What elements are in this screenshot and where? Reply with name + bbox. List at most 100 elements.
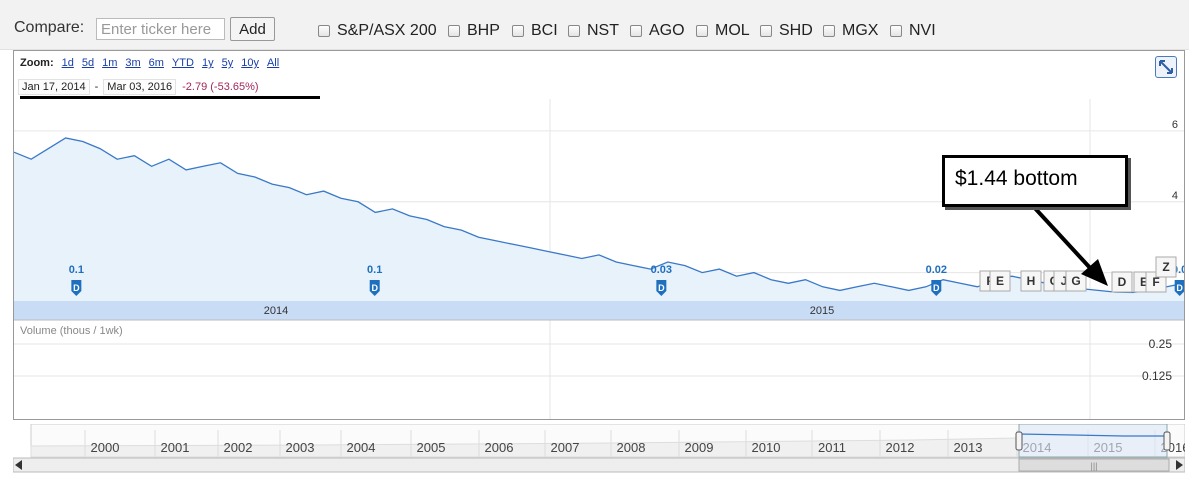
navigator-year-label: 2002	[224, 440, 253, 455]
navigator-year-label: 2003	[286, 440, 315, 455]
range-navigator[interactable]: 2000 2001 2002 2003 2004 2005 2006 2007 2008 2009…	[13, 424, 1185, 474]
compare-checkbox[interactable]: BCI	[512, 22, 558, 40]
year-band	[14, 301, 1184, 320]
navigator-year-label: 2007	[551, 440, 580, 455]
navigator-year-label: 2000	[91, 440, 120, 455]
chart-panel: 46201420150.1D0.1D0.03D0.02D0.0DFEHCJGDE…	[13, 50, 1185, 420]
volume-tick-label: 0.25	[1149, 337, 1173, 351]
compare-checkbox[interactable]: S&P/ASX 200	[318, 22, 437, 40]
zoom-all[interactable]: All	[266, 57, 280, 69]
price-chart[interactable]: 46201420150.1D0.1D0.03D0.02D0.0DFEHCJGDE…	[14, 51, 1184, 419]
price-change: -2.79 (-53.65%)	[182, 81, 259, 93]
checkbox-icon[interactable]	[448, 25, 460, 37]
compare-ticker-label: NVI	[909, 22, 936, 39]
underline-annotation	[20, 96, 320, 99]
checkbox-icon[interactable]	[823, 25, 835, 37]
compare-checkbox[interactable]: NVI	[890, 22, 936, 40]
range-start-date[interactable]: Jan 17, 2014	[18, 79, 90, 95]
dividend-marker-letter: D	[658, 283, 665, 293]
compare-ticker-label: BHP	[467, 22, 500, 39]
compare-checkbox[interactable]: MOL	[696, 22, 750, 40]
dividend-marker-icon	[1174, 280, 1184, 296]
navigator-year-label: 2011	[818, 440, 846, 455]
checkbox-icon[interactable]	[568, 25, 580, 37]
navigator-handle	[1163, 431, 1171, 451]
zoom-6m[interactable]: 6m	[148, 57, 164, 69]
range-end-date[interactable]: Mar 03, 2016	[103, 79, 177, 95]
compare-ticker-label: NST	[587, 22, 619, 39]
zoom-3m[interactable]: 3m	[125, 57, 141, 69]
event-flag	[989, 270, 1011, 292]
event-flag	[1111, 271, 1133, 293]
compare-bar: Compare: Add S&P/ASX 200 BHP BCI NST AGO…	[0, 0, 1189, 50]
compare-checkbox[interactable]: MGX	[823, 22, 878, 40]
y-tick-label: 4	[1172, 190, 1178, 202]
checkbox-icon[interactable]	[890, 25, 902, 37]
dividend-marker-icon	[71, 280, 82, 296]
ticker-input[interactable]	[96, 18, 225, 40]
dividend-label: 0.02	[926, 264, 947, 276]
annotation-callout: $1.44 bottom	[942, 155, 1128, 207]
zoom-1d[interactable]: 1d	[61, 57, 74, 69]
compare-ticker-label: AGO	[649, 22, 685, 39]
scroll-left-icon	[15, 460, 22, 470]
compare-ticker-label: MOL	[715, 22, 750, 39]
scroll-right-icon	[1176, 460, 1183, 470]
navigator-year-label: 2009	[685, 440, 714, 455]
expand-icon	[1159, 60, 1173, 74]
navigator-scrollbar	[13, 457, 1185, 473]
zoom-controls: Zoom: 1d 5d 1m 3m 6m YTD 1y 5y 10y All	[20, 57, 279, 69]
volume-label: Volume (thous / 1wk)	[20, 325, 123, 337]
navigator-year-label: 2012	[886, 440, 915, 455]
event-flag-label: G	[1071, 274, 1080, 288]
event-flag-label: H	[1027, 274, 1036, 288]
navigator-scroll-thumb	[1018, 458, 1170, 472]
add-ticker-button[interactable]: Add	[230, 17, 275, 41]
zoom-1m[interactable]: 1m	[102, 57, 118, 69]
dividend-marker-letter: D	[1176, 283, 1183, 293]
event-flag-label: E	[1140, 275, 1148, 289]
compare-ticker-label: BCI	[531, 22, 558, 39]
navigator-year-label: 2004	[347, 440, 376, 455]
compare-checkbox[interactable]: SHD	[760, 22, 813, 40]
volume-tick-label: 0.125	[1142, 369, 1172, 383]
x-tick-label: 2015	[810, 305, 834, 317]
checkbox-icon[interactable]	[760, 25, 772, 37]
zoom-label: Zoom:	[20, 57, 54, 69]
checkbox-icon[interactable]	[696, 25, 708, 37]
navigator-history-area	[30, 437, 1020, 458]
compare-ticker-label: SHD	[779, 22, 813, 39]
zoom-1y[interactable]: 1y	[201, 57, 214, 69]
zoom-5y[interactable]: 5y	[221, 57, 234, 69]
navigator-year-label: 2010	[752, 440, 781, 455]
compare-checkbox[interactable]: NST	[568, 22, 619, 40]
compare-label: Compare:	[14, 19, 85, 36]
dividend-marker-icon	[931, 280, 942, 296]
compare-ticker-label: MGX	[842, 22, 879, 39]
event-flag-label: E	[996, 274, 1004, 288]
compare-ticker-label: S&P/ASX 200	[337, 22, 437, 39]
range-separator: -	[94, 81, 99, 93]
x-tick-label: 2014	[264, 305, 288, 317]
zoom-5d[interactable]: 5d	[81, 57, 95, 69]
event-flag-label: Z	[1162, 260, 1169, 274]
event-flag-label: D	[1118, 275, 1127, 289]
y-tick-label: 6	[1172, 119, 1178, 131]
checkbox-icon[interactable]	[512, 25, 524, 37]
navigator-year-label: 2005	[417, 440, 446, 455]
zoom-10y[interactable]: 10y	[241, 57, 259, 69]
price-area	[14, 138, 1184, 301]
checkbox-icon[interactable]	[318, 25, 330, 37]
dividend-marker-letter: D	[371, 283, 378, 293]
expand-button[interactable]	[1155, 56, 1177, 78]
navigator-selection	[1018, 424, 1168, 458]
navigator-year-label: 2008	[617, 440, 646, 455]
compare-checkbox[interactable]: BHP	[448, 22, 500, 40]
scroll-grip-icon: |||	[1090, 461, 1097, 471]
dividend-label: 0.03	[651, 264, 672, 276]
dividend-marker-letter: D	[933, 283, 940, 293]
zoom-ytd[interactable]: YTD	[171, 57, 194, 69]
checkbox-icon[interactable]	[630, 25, 642, 37]
event-flag-label: J	[1061, 274, 1068, 288]
compare-checkbox[interactable]: AGO	[630, 22, 685, 40]
